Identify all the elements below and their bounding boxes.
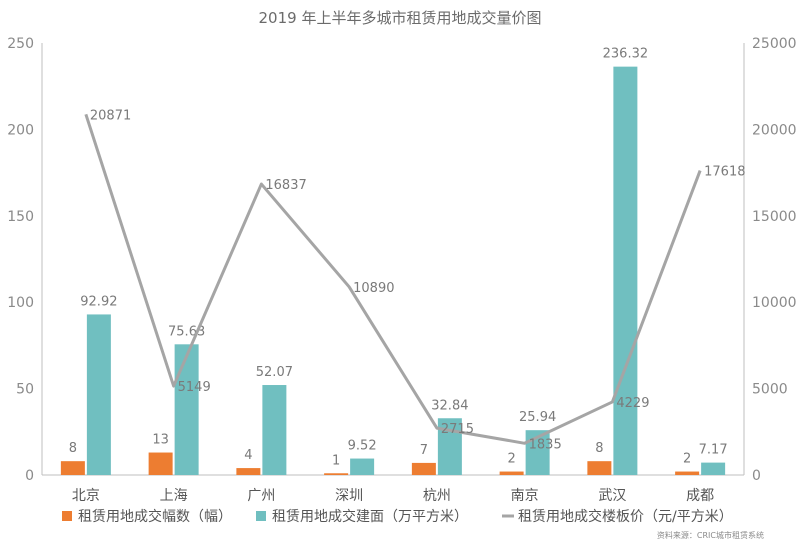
- data-label-price: 2715: [441, 422, 474, 437]
- data-label-count: 2: [683, 452, 691, 467]
- data-label-price: 4229: [616, 396, 649, 411]
- data-label-count: 13: [152, 433, 169, 448]
- bar-count: [324, 473, 349, 475]
- bar-count: [499, 471, 524, 475]
- y-right-tick-label: 5000: [752, 382, 788, 398]
- x-tick-label: 成都: [686, 488, 714, 504]
- y-right-tick-label: 10000: [752, 295, 797, 311]
- data-label-area: 7.17: [699, 443, 728, 458]
- data-label-price: 5149: [178, 380, 211, 395]
- legend-label-area: 租赁用地成交建面（万平方米）: [272, 508, 468, 525]
- bar-area: [262, 385, 287, 475]
- source-note: 资料来源：CRIC城市租赁系统: [656, 531, 764, 540]
- data-label-area: 92.92: [80, 294, 117, 309]
- bar-count: [587, 461, 612, 475]
- bar-count: [675, 471, 700, 475]
- y-left-tick-label: 50: [16, 382, 34, 398]
- x-tick-label: 广州: [247, 488, 275, 504]
- data-label-price: 20871: [90, 108, 131, 123]
- bar-area: [613, 66, 638, 475]
- y-left-tick-label: 200: [7, 122, 34, 138]
- legend-label-count: 租赁用地成交幅数（幅）: [78, 508, 232, 525]
- y-left-tick-label: 100: [7, 295, 34, 311]
- bar-count: [148, 452, 173, 475]
- data-label-count: 4: [244, 448, 252, 463]
- data-label-area: 25.94: [519, 410, 556, 425]
- data-label-price: 10890: [353, 281, 394, 296]
- chart-title: 2019 年上半年多城市租赁用地成交量价图: [258, 9, 542, 27]
- bar-area: [701, 462, 726, 475]
- data-label-price: 16837: [265, 178, 306, 193]
- data-label-area: 32.84: [431, 398, 468, 413]
- x-tick-label: 上海: [160, 488, 188, 504]
- data-label-area: 52.07: [256, 365, 293, 380]
- data-label-area: 236.32: [603, 47, 649, 62]
- line-price: [84, 113, 702, 445]
- data-label-count: 2: [507, 452, 515, 467]
- x-tick-label: 北京: [72, 488, 100, 504]
- x-tick-label: 武汉: [598, 488, 626, 504]
- legend-swatch-count: [62, 511, 72, 521]
- y-right-tick-label: 20000: [752, 122, 797, 138]
- bar-count: [411, 462, 436, 475]
- data-label-count: 1: [332, 453, 340, 468]
- y-right-tick-label: 25000: [752, 36, 797, 52]
- bar-count: [236, 468, 261, 475]
- x-tick-label: 深圳: [335, 488, 363, 504]
- data-label-price: 1835: [529, 437, 562, 452]
- data-label-price: 17618: [704, 165, 745, 180]
- bar-area: [86, 314, 111, 475]
- bar-count: [60, 461, 85, 475]
- data-label-count: 7: [420, 443, 428, 458]
- y-right-tick-label: 0: [752, 468, 761, 484]
- y-left-tick-label: 250: [7, 36, 34, 52]
- bar-area: [174, 344, 199, 475]
- y-left-tick-label: 150: [7, 209, 34, 225]
- x-tick-label: 杭州: [423, 488, 451, 504]
- data-label-count: 8: [69, 441, 77, 456]
- data-label-area: 9.52: [348, 439, 377, 454]
- legend-swatch-area: [256, 511, 266, 521]
- y-right-tick-label: 15000: [752, 209, 797, 225]
- legend-label-price: 租赁用地成交楼板价（元/平方米）: [518, 508, 733, 525]
- data-label-count: 8: [595, 441, 603, 456]
- y-left-tick-label: 0: [25, 468, 34, 484]
- bar-area: [350, 458, 375, 475]
- x-tick-label: 南京: [511, 488, 539, 504]
